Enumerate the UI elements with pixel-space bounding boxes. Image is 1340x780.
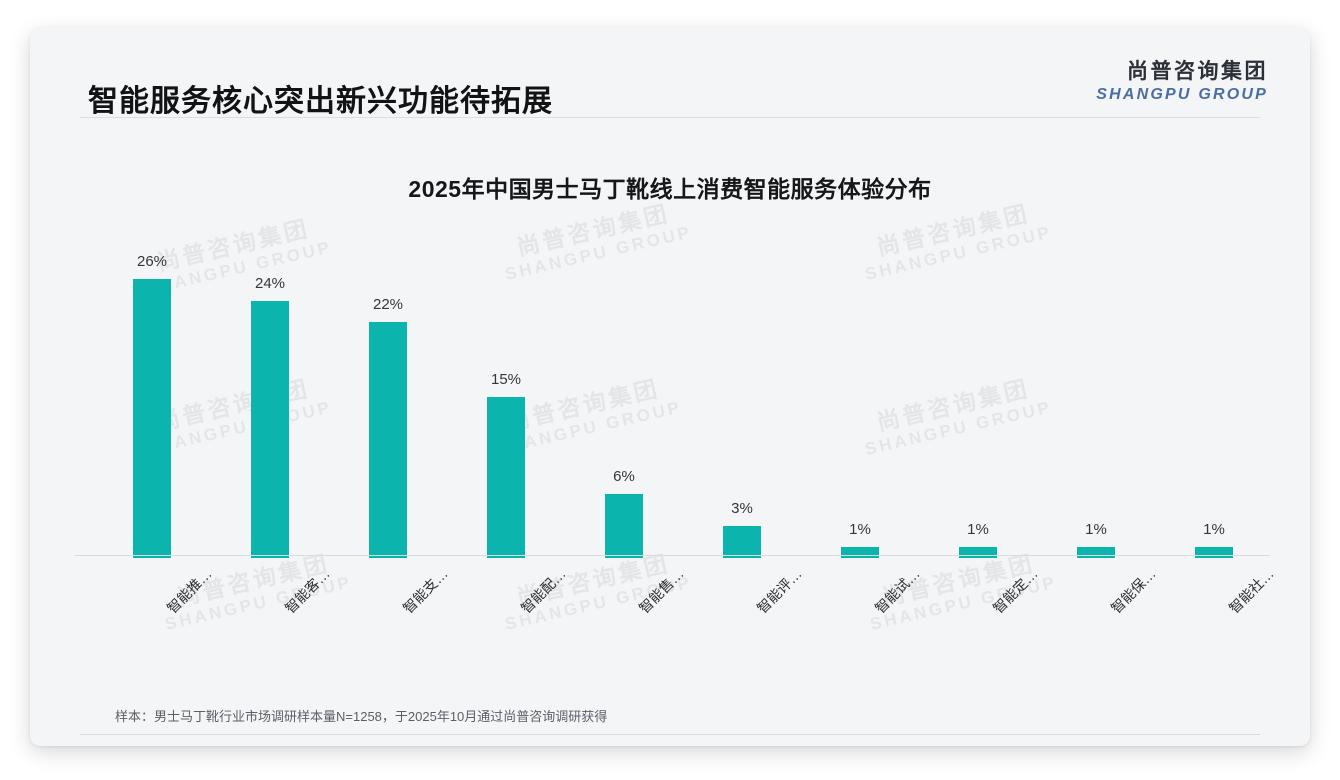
bar[interactable]: [723, 525, 761, 558]
x-axis-tick-label: 智能保…: [1107, 565, 1159, 617]
chart-baseline: [75, 555, 1270, 556]
bar[interactable]: [841, 547, 879, 558]
x-axis-tick-label: 智能配…: [517, 565, 569, 617]
bar-value-label: 1%: [1085, 521, 1107, 539]
bar-group: 1%: [919, 258, 1037, 558]
x-axis-tick-label: 智能试…: [871, 565, 923, 617]
x-axis-tick-label: 智能客…: [281, 565, 333, 617]
bar-group: 24%: [211, 258, 329, 558]
source-note: 样本：男士马丁靴行业市场调研样本量N=1258，于2025年10月通过尚普咨询调…: [115, 709, 608, 724]
slide-card: 尚普咨询集团 SHANGPU GROUP 尚普咨询集团 SHANGPU GROU…: [30, 28, 1310, 746]
brand-logo: 尚普咨询集团 SHANGPU GROUP: [1096, 61, 1268, 103]
bar-group: 1%: [1155, 258, 1273, 558]
bar-chart-plot: 26% 24% 22% 15% 6% 3% 1% 1% 1% 1%: [75, 253, 1273, 558]
bar-value-label: 24%: [254, 274, 286, 292]
bar[interactable]: [487, 397, 525, 558]
bar-value-label: 22%: [372, 296, 404, 314]
watermark-cn: 尚普咨询集团: [514, 200, 673, 261]
bar[interactable]: [959, 547, 997, 558]
x-axis-tick-label: 智能售…: [635, 565, 687, 617]
chart-title: 2025年中国男士马丁靴线上消费智能服务体验分布: [408, 176, 932, 202]
bar[interactable]: [369, 322, 407, 558]
bar[interactable]: [605, 493, 643, 558]
bar-group: 1%: [1037, 258, 1155, 558]
bar-value-label: 1%: [849, 521, 871, 539]
bar-value-label: 1%: [1203, 521, 1225, 539]
x-axis-tick-label: 智能定…: [989, 565, 1041, 617]
bar[interactable]: [1077, 547, 1115, 558]
bar-group: 22%: [329, 258, 447, 558]
bar[interactable]: [1195, 547, 1233, 558]
footer-divider: [80, 734, 1260, 735]
header-divider: [80, 117, 1260, 118]
bar-group: 26%: [93, 253, 211, 558]
x-axis-tick-label: 智能社…: [1225, 565, 1277, 617]
bar-value-label: 6%: [613, 467, 635, 485]
brand-logo-cn: 尚普咨询集团: [1127, 60, 1268, 83]
bar-group: 6%: [565, 258, 683, 558]
page-title: 智能服务核心突出新兴功能待拓展: [88, 85, 553, 118]
x-axis-tick-label: 智能推…: [163, 565, 215, 617]
bar-value-label: 1%: [967, 521, 989, 539]
bar-group: 1%: [801, 258, 919, 558]
bar-value-label: 26%: [136, 253, 168, 271]
brand-logo-en: SHANGPU GROUP: [1096, 86, 1268, 103]
bar[interactable]: [133, 279, 171, 558]
watermark-cn: 尚普咨询集团: [874, 200, 1033, 261]
bar-group: 15%: [447, 258, 565, 558]
bar-value-label: 15%: [490, 371, 522, 389]
bar-group: 3%: [683, 258, 801, 558]
x-axis-tick-label: 智能评…: [753, 565, 805, 617]
slide-footer: ©2025.12 SHANGPU GROUP www.shangpu-china…: [30, 734, 1310, 746]
bar[interactable]: [251, 300, 289, 558]
x-axis-tick-label: 智能支…: [399, 565, 451, 617]
slide-header: 智能服务核心突出新兴功能待拓展 尚普咨询集团 SHANGPU GROUP: [30, 28, 1310, 118]
bar-value-label: 3%: [731, 499, 753, 517]
